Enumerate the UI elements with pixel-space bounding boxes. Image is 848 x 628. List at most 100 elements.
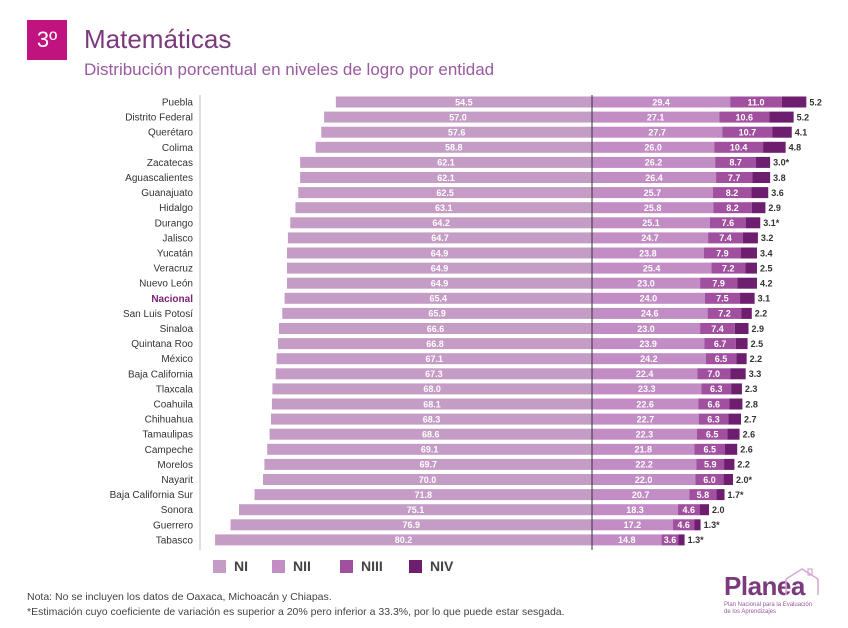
value-label-niii-mexico: 6.5 — [715, 354, 728, 364]
value-label-niii-chihuahua: 6.3 — [707, 414, 720, 424]
bar-niv-morelos — [724, 458, 735, 470]
bar-niii-morelos — [696, 458, 725, 470]
value-label-nii-chihuahua: 22.7 — [637, 414, 655, 424]
category-label-coahuila: Coahuila — [154, 400, 194, 411]
bar-nii-campeche — [592, 443, 695, 455]
value-label-niii-queretaro: 10.7 — [739, 128, 757, 138]
bar-nii-san-luis-potosi — [592, 307, 708, 319]
value-label-ni-mexico: 67.1 — [426, 354, 444, 364]
bar-nii-jalisco — [592, 232, 709, 244]
category-label-tabasco: Tabasco — [156, 535, 194, 546]
bar-niv-distrito-federal — [769, 111, 794, 123]
value-label-ni-baja-california: 67.3 — [425, 369, 443, 379]
grade-badge: 3º — [27, 20, 67, 60]
value-label-niv-jalisco: 3.2 — [761, 233, 774, 243]
bar-ni-baja-california — [275, 368, 592, 380]
category-label-sinaloa: Sinaloa — [160, 324, 194, 335]
category-label-colima: Colima — [162, 143, 194, 154]
bar-nii-sinaloa — [592, 323, 701, 334]
bar-niii-coahuila — [698, 398, 730, 410]
value-label-ni-baja-california-sur: 71.8 — [415, 490, 433, 500]
value-label-ni-queretaro: 57.6 — [448, 128, 466, 138]
value-label-niv-distrito-federal: 5.2 — [797, 112, 810, 122]
bar-ni-morelos — [264, 458, 592, 470]
page-title: Matemáticas — [84, 24, 232, 54]
bar-nii-quintana-roo — [592, 338, 705, 350]
bar-nii-sonora — [592, 504, 679, 516]
value-label-nii-distrito-federal: 27.1 — [647, 112, 665, 122]
value-label-niv-quintana-roo: 2.5 — [751, 339, 764, 349]
category-label-nacional: Nacional — [151, 294, 193, 305]
value-label-niii-veracruz: 7.2 — [722, 263, 735, 273]
value-label-niv-colima: 4.8 — [789, 143, 802, 153]
value-label-ni-tabasco: 80.2 — [395, 535, 413, 545]
value-label-ni-distrito-federal: 57.0 — [449, 112, 467, 122]
category-label-chihuahua: Chihuahua — [145, 415, 194, 426]
bar-nii-guanajuato — [592, 187, 713, 199]
category-label-durango: Durango — [155, 218, 194, 229]
value-label-niii-san-luis-potosi: 7.2 — [718, 309, 731, 319]
value-label-nii-aguascalientes: 26.4 — [645, 173, 663, 183]
logo-tagline-line-2: de los Aprendizajes — [724, 609, 777, 615]
bar-ni-aguascalientes — [300, 172, 592, 183]
category-label-zacatecas: Zacatecas — [147, 158, 193, 169]
bar-ni-quintana-roo — [278, 338, 592, 350]
bar-niii-san-luis-potosi — [707, 307, 742, 319]
value-label-niv-hidalgo: 2.9 — [768, 203, 781, 213]
value-label-nii-mexico: 24.2 — [640, 354, 658, 364]
house-icon — [785, 568, 819, 595]
value-label-nii-nacional: 24.0 — [640, 294, 658, 304]
bar-ni-san-luis-potosi — [282, 307, 592, 319]
value-label-niv-veracruz: 2.5 — [760, 263, 773, 273]
bar-ni-nuevo-leon — [286, 277, 592, 289]
value-label-ni-quintana-roo: 66.8 — [426, 339, 444, 349]
value-label-niv-coahuila: 2.8 — [745, 399, 758, 409]
bar-niv-queretaro — [772, 126, 792, 138]
category-label-nayarit: Nayarit — [161, 475, 193, 486]
value-label-ni-zacatecas: 62.1 — [437, 158, 455, 168]
bar-ni-campeche — [267, 443, 592, 455]
value-label-niii-quintana-roo: 6.7 — [714, 339, 727, 349]
value-label-niv-morelos: 2.2 — [737, 460, 750, 470]
value-label-nii-hidalgo: 25.8 — [644, 203, 662, 213]
value-label-niii-nayarit: 6.0 — [703, 475, 716, 485]
value-label-niii-aguascalientes: 7.7 — [728, 173, 741, 183]
bar-ni-mexico — [276, 353, 592, 365]
bar-niv-zacatecas — [756, 156, 771, 168]
value-label-niii-campeche: 6.5 — [703, 445, 716, 455]
legend-item-ni: NI — [213, 558, 248, 574]
value-label-ni-san-luis-potosi: 65.9 — [428, 309, 446, 319]
bar-niii-mexico — [705, 353, 737, 365]
bar-niii-tlaxcala — [701, 383, 732, 395]
bar-nii-veracruz — [592, 262, 712, 274]
value-label-niv-durango: 3.1* — [763, 218, 780, 228]
category-label-puebla: Puebla — [162, 98, 194, 109]
bar-niv-guanajuato — [751, 187, 769, 199]
bar-niii-sonora — [678, 504, 700, 516]
bar-nii-nayarit — [592, 474, 696, 485]
value-label-nii-durango: 25.1 — [642, 218, 660, 228]
bar-nii-coahuila — [592, 398, 699, 410]
category-label-baja-california: Baja California — [128, 369, 193, 380]
bar-niv-veracruz — [745, 262, 757, 274]
value-label-niv-yucatan: 3.4 — [760, 248, 773, 258]
value-label-niii-nacional: 7.5 — [716, 294, 729, 304]
bar-nii-aguascalientes — [592, 172, 717, 183]
bar-niii-jalisco — [708, 232, 743, 244]
bar-niii-hidalgo — [713, 202, 752, 214]
value-label-ni-aguascalientes: 62.1 — [437, 173, 455, 183]
bar-niv-durango — [745, 217, 761, 229]
value-label-nii-queretaro: 27.7 — [648, 128, 666, 138]
bar-ni-guerrero — [230, 519, 592, 531]
bar-niv-nuevo-leon — [737, 277, 757, 289]
bar-ni-zacatecas — [300, 156, 592, 168]
bar-niii-durango — [709, 217, 746, 229]
value-label-niv-queretaro: 4.1 — [795, 128, 808, 138]
category-label-tamaulipas: Tamaulipas — [142, 430, 193, 441]
bar-niv-chihuahua — [728, 413, 741, 425]
value-label-niv-campeche: 2.6 — [740, 445, 753, 455]
value-label-niv-guanajuato: 3.6 — [771, 188, 784, 198]
value-label-ni-hidalgo: 63.1 — [435, 203, 453, 213]
value-label-niii-guerrero: 4.6 — [677, 520, 690, 530]
bar-niv-puebla — [781, 96, 807, 108]
